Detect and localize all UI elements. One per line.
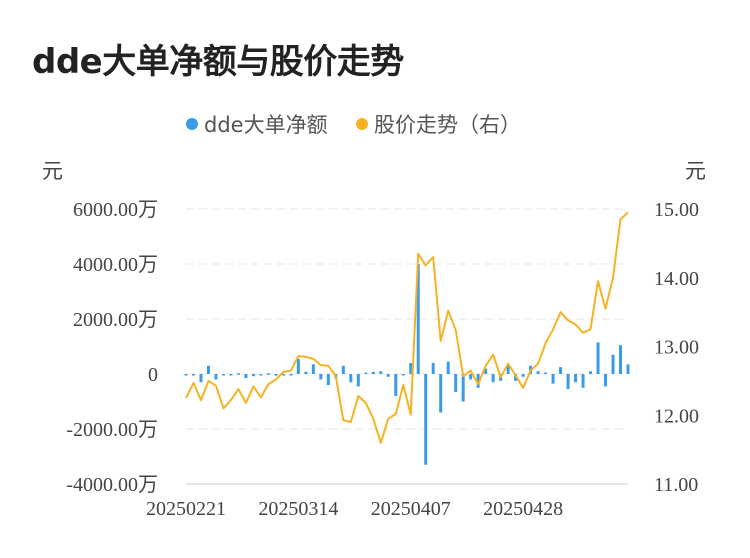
bar <box>559 367 563 374</box>
bar <box>386 374 390 377</box>
bar <box>191 374 195 376</box>
bar <box>229 374 233 376</box>
bar <box>236 373 240 375</box>
bar <box>371 371 375 374</box>
bar <box>349 374 353 383</box>
bar <box>551 374 555 384</box>
bar <box>206 365 210 374</box>
bar <box>251 374 255 377</box>
bar <box>214 374 218 380</box>
y-left-axis: 6000.00万 4000.00万 2000.00万 0 -2000.00万 -4000.… <box>66 199 158 496</box>
bar <box>476 374 480 388</box>
bar <box>326 374 330 385</box>
bar <box>416 264 420 374</box>
y-right-tick-label: 12.00 <box>654 405 699 427</box>
bar <box>536 371 540 374</box>
bar <box>319 374 323 380</box>
legend-bar-marker <box>186 118 198 130</box>
bar <box>431 363 435 374</box>
y-left-unit: 元 <box>42 159 63 183</box>
bar <box>439 374 443 413</box>
bar <box>424 374 428 465</box>
bar <box>596 342 600 374</box>
bar <box>514 374 518 381</box>
legend: dde大单净额 股价走势（右） <box>186 113 521 137</box>
bar <box>566 374 570 390</box>
bar <box>289 374 293 376</box>
price-line <box>185 211 629 444</box>
legend-bar-label[interactable]: dde大单净额 <box>204 113 328 137</box>
grid <box>186 208 628 485</box>
bar <box>364 372 368 375</box>
bar <box>604 374 608 387</box>
line-series <box>185 211 629 444</box>
legend-line-label[interactable]: 股价走势（右） <box>374 113 521 137</box>
bar <box>544 372 548 375</box>
x-axis: 20250221 20250314 20250407 20250428 <box>146 483 628 520</box>
bar <box>184 374 188 376</box>
bar <box>506 365 510 374</box>
bar <box>461 374 465 402</box>
bar <box>304 371 308 374</box>
y-left-tick-label: 6000.00万 <box>73 199 158 221</box>
bar <box>401 374 405 376</box>
bar <box>379 371 383 374</box>
y-left-tick-label: 4000.00万 <box>73 254 158 276</box>
bar <box>626 364 630 374</box>
y-right-tick-label: 15.00 <box>654 199 699 221</box>
y-right-tick-label: 14.00 <box>654 268 699 290</box>
y-right-tick-label: 11.00 <box>654 474 698 496</box>
bar <box>356 374 360 387</box>
bar <box>454 374 458 392</box>
bar <box>446 361 450 374</box>
y-left-tick-label: -2000.00万 <box>66 419 158 441</box>
bar <box>484 368 488 374</box>
bar <box>491 374 495 383</box>
bar <box>296 358 300 374</box>
chart-title: dde大单净额与股价走势 <box>32 42 404 82</box>
bar <box>199 374 203 383</box>
x-tick-label: 20250314 <box>258 498 338 520</box>
bar-series <box>184 264 630 465</box>
y-right-tick-label: 13.00 <box>654 337 699 359</box>
x-tick-label: 20250428 <box>483 498 563 520</box>
bar <box>469 374 473 380</box>
bar <box>221 374 225 376</box>
y-left-tick-label: -4000.00万 <box>66 474 158 496</box>
y-right-unit: 元 <box>685 159 706 183</box>
bar <box>521 374 525 377</box>
y-left-tick-label: 0 <box>148 364 158 386</box>
bar <box>409 363 413 374</box>
x-tick-label: 20250221 <box>146 498 226 520</box>
bar <box>266 373 270 375</box>
bar <box>259 374 263 376</box>
bar <box>311 364 315 374</box>
legend-line-marker <box>356 118 368 130</box>
bar <box>274 374 278 376</box>
bar <box>611 354 615 374</box>
y-left-tick-label: 2000.00万 <box>73 309 158 331</box>
bar <box>244 374 248 379</box>
bar <box>394 374 398 396</box>
bar <box>281 374 285 376</box>
y-right-axis: 15.00 14.00 13.00 12.00 11.00 <box>654 199 699 496</box>
bar <box>341 365 345 374</box>
bar <box>581 374 585 388</box>
x-tick-label: 20250407 <box>371 498 451 520</box>
bar <box>619 345 623 374</box>
bar <box>589 371 593 374</box>
bar <box>574 374 578 383</box>
